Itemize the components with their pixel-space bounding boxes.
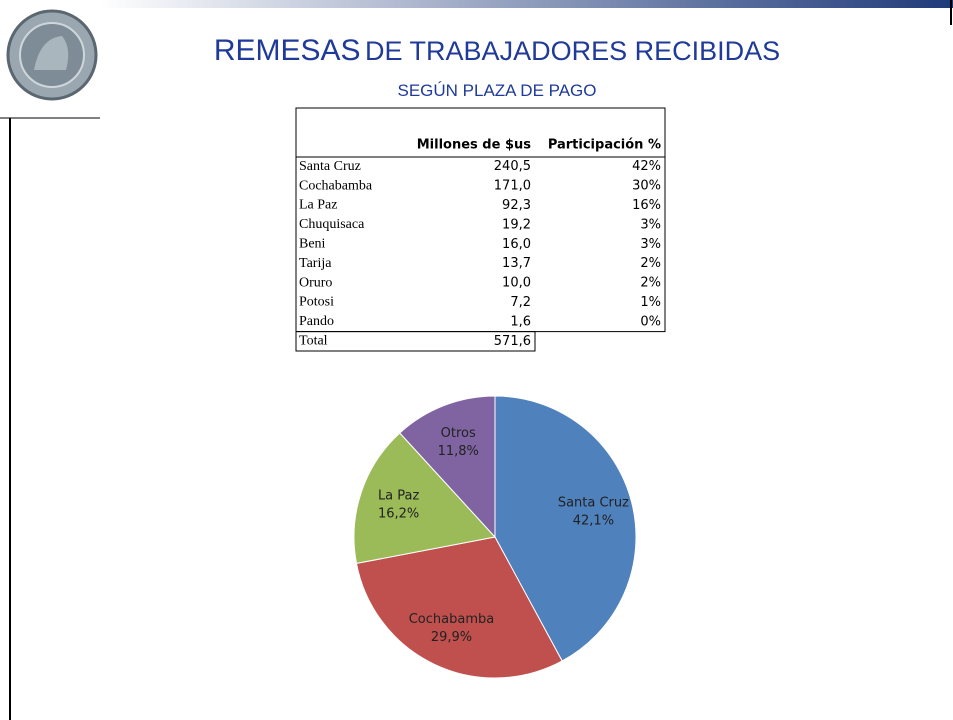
title: REMESAS DE TRABAJADORES RECIBIDAS [214, 34, 780, 67]
cell: 0% [640, 314, 661, 329]
slice-label: Otros [441, 426, 476, 441]
cell: 3% [640, 237, 661, 252]
slice-value: 16,2% [378, 507, 419, 522]
cell: 7,2 [510, 295, 531, 310]
cell: 3% [640, 217, 661, 232]
cell: 16% [632, 198, 661, 213]
cell: 2% [640, 256, 661, 271]
cell: 13,7 [502, 256, 531, 271]
pie-slice [494, 395, 637, 662]
cell: 10,0 [502, 276, 531, 291]
row-label: Potosi [299, 295, 334, 310]
cell: 30% [632, 179, 661, 194]
cell: 2% [640, 276, 661, 291]
slice-value: 29,9% [431, 630, 472, 645]
subtitle: SEGÚN PLAZA DE PAGO [397, 81, 596, 100]
row-label: Beni [299, 237, 326, 252]
row-label: Cochabamba [299, 178, 373, 193]
cell: 42% [632, 159, 661, 174]
logo [6, 9, 98, 101]
pie-slice [353, 432, 496, 565]
row-label: Total [299, 334, 328, 349]
row-label: Chuquisaca [299, 217, 365, 232]
slice-label: La Paz [378, 489, 420, 504]
slice-value: 11,8% [438, 444, 479, 459]
cell: 92,3 [502, 198, 531, 213]
pie-slice [399, 395, 496, 539]
table: Millones de $us Participación % Santa Cruz… [295, 107, 666, 352]
cell: 16,0 [502, 237, 531, 252]
row-label: Santa Cruz [299, 159, 361, 174]
row-label: Tarija [299, 256, 332, 271]
row-label: La Paz [299, 198, 337, 213]
slice-label: Santa Cruz [558, 496, 629, 511]
slice-label: Cochabamba [409, 612, 494, 627]
slice-value: 42,1% [573, 514, 614, 529]
pie-chart: Santa Cruz 42,1% Cochabamba 29,9% La Paz 16,2… [353, 395, 637, 679]
total-border [295, 331, 536, 352]
row-label: Pando [299, 314, 334, 329]
cell: 1,6 [510, 314, 531, 329]
cell: 571,6 [494, 334, 531, 349]
column-header: Participación % [548, 138, 661, 153]
row-label: Oruro [299, 275, 332, 290]
cell: 1% [640, 295, 661, 310]
cell: 240,5 [494, 159, 531, 174]
pie-slice [355, 536, 563, 679]
top-bar [100, 0, 953, 8]
cell: 19,2 [502, 217, 531, 232]
column-header: Millones de $us [417, 138, 532, 153]
cell: 171,0 [494, 179, 531, 194]
